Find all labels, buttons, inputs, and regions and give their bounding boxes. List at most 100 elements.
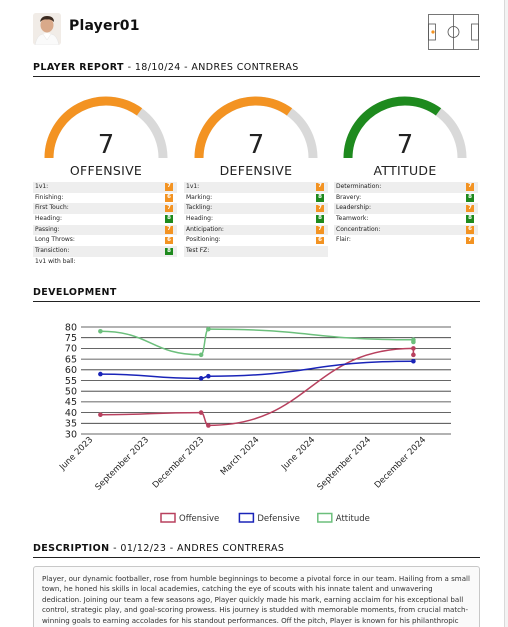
stat-name: Finishing: [35,193,64,201]
series-line [100,347,415,427]
y-tick-label: 50 [65,387,77,398]
stat-value: 7 [165,204,173,213]
stat-value: 7 [165,226,173,234]
stat-value: 8 [316,194,324,202]
stat-row: Transiction: 8 [33,246,177,257]
y-tick-label: 40 [65,408,77,419]
y-tick-label: 80 [65,322,77,333]
stat-value: 7 [165,183,173,191]
stat-name: Flair: [336,236,351,244]
stat-name: Positioning: [186,236,221,244]
x-tick-label: June 2024 [279,435,317,473]
stat-name: Passing: [35,225,60,233]
stat-row: Passing: 7 [33,224,177,236]
data-point [411,346,416,351]
stat-value: 7 [316,204,324,213]
description-title: DESCRIPTION [33,543,110,554]
stat-name: Teamwork: [336,215,369,223]
legend-swatch [160,512,176,523]
gauge-label: OFFENSIVE [69,163,143,178]
stat-value: 6 [316,236,324,245]
gauge-value: 7 [247,130,265,160]
stat-value: 7 [466,204,474,213]
development-heading: DEVELOPMENT [33,287,117,298]
player-avatar [33,13,61,45]
gauge-arc [44,96,168,159]
player-report-subtitle: - 18/10/24 - ANDRES CONTRERAS [127,62,299,73]
y-tick-label: 70 [65,344,77,355]
stat-name: First Touch: [35,204,69,212]
stat-row: First Touch: 7 [33,203,177,215]
stat-name: Tackling: [186,204,213,212]
attitude-stats-table: Determination: 7 Bravery: 8 Leadership: 7 T… [334,182,478,246]
legend-swatch [238,512,255,523]
stat-name: Long Throws: [35,236,75,244]
player-avatar-photo [33,13,61,45]
stat-row: Test FZ: [184,246,328,257]
data-point [206,326,211,332]
data-point [206,423,211,428]
stat-value: 6 [165,236,173,245]
page-scrollbar[interactable] [504,0,508,627]
stat-name: Transiction: [35,247,70,255]
data-point [198,376,204,381]
report-header: Player01 [0,0,508,58]
stat-row: Bravery: 8 [334,193,478,204]
y-tick-label: 65 [65,354,77,365]
stat-value: 8 [466,194,474,202]
stat-name: Anticipation: [186,225,224,233]
stat-name: Bravery: [336,193,362,201]
data-point [198,352,204,358]
stat-name: 1v1: [35,183,49,190]
data-point [206,373,211,379]
description-heading: DESCRIPTION - 01/12/23 - ANDRES CONTRERA… [33,543,284,554]
description-text: Player, our dynamic footballer, rose fro… [42,574,470,627]
x-tick-label: September 2024 [316,435,374,493]
stat-value: 7 [316,226,324,234]
offensive-stats-table: 1v1: 7 Finishing: 6 First Touch: 7 Heading:… [33,182,177,268]
data-point [98,412,103,418]
defensive-stats-table: 1v1: 7 Marking: 8 Tackling: 7 Heading: 8 Ant… [184,182,328,257]
stat-value: 8 [316,215,324,224]
description-subtitle: - 01/12/23 - ANDRES CONTRERAS [113,543,285,554]
series-line [100,328,415,356]
stat-name: 1v1: [186,183,200,190]
stat-row: Teamwork: 8 [334,214,478,225]
stat-row: Long Throws: 6 [33,235,177,246]
stat-row: 1v1: 7 [33,182,177,193]
stat-value: 6 [466,226,474,234]
legend-label: Defensive [257,514,299,524]
legend-label: Attitude [336,514,370,524]
stat-name: Leadership: [336,204,371,212]
y-tick-label: 60 [65,365,77,376]
x-tick-label: June 2023 [57,435,95,473]
gauge-fill [44,96,143,159]
stat-row: Finishing: 6 [33,193,177,204]
stat-name: Determination: [336,183,382,190]
stat-row: 1v1 with ball: [33,257,177,268]
data-point [411,358,416,364]
stat-row: Heading: 8 [33,214,177,225]
x-tick-label: December 2023 [151,435,206,490]
stat-name: Marking: [186,193,213,201]
stat-value: 8 [165,215,173,224]
stat-name: Heading: [186,215,213,223]
data-point [98,371,103,377]
gauge-label: DEFENSIVE [219,163,293,178]
stat-row: Determination: 7 [334,182,478,193]
legend-swatch [317,512,333,523]
stat-row: Leadership: 7 [334,203,478,215]
gauge-fill [194,96,293,159]
football-pitch-icon [428,14,479,50]
stat-row: Flair: 7 [334,235,478,246]
data-point [411,352,416,358]
x-tick-label: March 2024 [219,435,262,478]
data-point [98,328,103,334]
gauge-value: 7 [97,130,115,160]
data-point [198,410,204,415]
gauge-value: 7 [396,130,414,160]
description-textbox[interactable]: Player, our dynamic footballer, rose fro… [33,566,480,627]
player-report-heading: PLAYER REPORT - 18/10/24 - ANDRES CONTRE… [33,62,299,73]
data-point [411,339,416,345]
stat-name: Concentration: [336,225,381,233]
